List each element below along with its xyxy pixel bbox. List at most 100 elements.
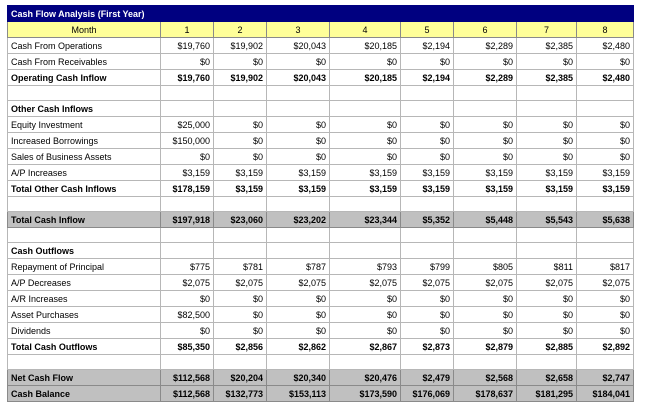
- value-cell[interactable]: $2,075: [213, 274, 267, 291]
- empty-cell[interactable]: [266, 100, 330, 117]
- row-label[interactable]: Sales of Business Assets: [7, 148, 161, 165]
- empty-cell[interactable]: [160, 227, 214, 243]
- value-cell[interactable]: $0: [266, 148, 330, 165]
- value-cell[interactable]: $2,075: [266, 274, 330, 291]
- row-label[interactable]: Asset Purchases: [7, 306, 161, 323]
- value-cell[interactable]: $0: [266, 132, 330, 149]
- value-cell[interactable]: $5,543: [516, 211, 577, 228]
- empty-cell[interactable]: [329, 100, 401, 117]
- value-cell[interactable]: $0: [400, 290, 454, 307]
- value-cell[interactable]: $0: [453, 306, 517, 323]
- value-cell[interactable]: $0: [453, 132, 517, 149]
- empty-cell[interactable]: [266, 196, 330, 212]
- empty-cell[interactable]: [576, 100, 634, 117]
- empty-cell[interactable]: [213, 85, 267, 101]
- value-cell[interactable]: $0: [329, 116, 401, 133]
- empty-cell[interactable]: [400, 227, 454, 243]
- empty-cell[interactable]: [516, 227, 577, 243]
- value-cell[interactable]: $132,773: [213, 385, 267, 402]
- value-cell[interactable]: $2,075: [160, 274, 214, 291]
- value-cell[interactable]: $0: [576, 132, 634, 149]
- value-cell[interactable]: $0: [266, 322, 330, 339]
- value-cell[interactable]: $2,862: [266, 338, 330, 355]
- empty-cell[interactable]: [400, 196, 454, 212]
- row-label[interactable]: Repayment of Principal: [7, 258, 161, 275]
- empty-cell[interactable]: [160, 100, 214, 117]
- value-cell[interactable]: $0: [329, 132, 401, 149]
- value-cell[interactable]: $2,075: [400, 274, 454, 291]
- value-cell[interactable]: $19,760: [160, 69, 214, 86]
- value-cell[interactable]: $85,350: [160, 338, 214, 355]
- section-label[interactable]: Other Cash Inflows: [7, 100, 161, 117]
- row-label[interactable]: Cash Balance: [7, 385, 161, 402]
- month-header-1[interactable]: 1: [160, 21, 214, 38]
- value-cell[interactable]: $787: [266, 258, 330, 275]
- empty-cell[interactable]: [516, 196, 577, 212]
- value-cell[interactable]: $112,568: [160, 369, 214, 386]
- empty-cell[interactable]: [576, 196, 634, 212]
- value-cell[interactable]: $0: [213, 116, 267, 133]
- empty-cell[interactable]: [329, 242, 401, 259]
- value-cell[interactable]: $150,000: [160, 132, 214, 149]
- value-cell[interactable]: $0: [516, 116, 577, 133]
- value-cell[interactable]: $3,159: [453, 180, 517, 197]
- value-cell[interactable]: $0: [516, 53, 577, 70]
- value-cell[interactable]: $0: [329, 306, 401, 323]
- row-label[interactable]: Cash From Receivables: [7, 53, 161, 70]
- value-cell[interactable]: $3,159: [516, 164, 577, 181]
- value-cell[interactable]: $0: [160, 290, 214, 307]
- value-cell[interactable]: $0: [453, 290, 517, 307]
- empty-cell[interactable]: [160, 242, 214, 259]
- value-cell[interactable]: $20,204: [213, 369, 267, 386]
- value-cell[interactable]: $2,480: [576, 37, 634, 54]
- row-label[interactable]: Total Cash Inflow: [7, 211, 161, 228]
- sheet-title[interactable]: Cash Flow Analysis (First Year): [7, 5, 634, 22]
- row-label[interactable]: Total Other Cash Inflows: [7, 180, 161, 197]
- value-cell[interactable]: $20,476: [329, 369, 401, 386]
- value-cell[interactable]: $793: [329, 258, 401, 275]
- month-header[interactable]: Month: [7, 21, 161, 38]
- empty-cell[interactable]: [400, 100, 454, 117]
- value-cell[interactable]: $2,885: [516, 338, 577, 355]
- empty-cell[interactable]: [329, 354, 401, 370]
- value-cell[interactable]: $0: [453, 53, 517, 70]
- value-cell[interactable]: $0: [400, 306, 454, 323]
- value-cell[interactable]: $0: [329, 53, 401, 70]
- value-cell[interactable]: $2,385: [516, 69, 577, 86]
- row-label[interactable]: A/P Increases: [7, 164, 161, 181]
- empty-cell[interactable]: [453, 242, 517, 259]
- empty-cell[interactable]: [160, 354, 214, 370]
- month-header-4[interactable]: 4: [329, 21, 401, 38]
- value-cell[interactable]: $2,658: [516, 369, 577, 386]
- empty-cell[interactable]: [7, 196, 161, 212]
- empty-cell[interactable]: [329, 227, 401, 243]
- empty-cell[interactable]: [7, 227, 161, 243]
- value-cell[interactable]: $0: [453, 148, 517, 165]
- value-cell[interactable]: $0: [576, 116, 634, 133]
- value-cell[interactable]: $0: [576, 148, 634, 165]
- value-cell[interactable]: $197,918: [160, 211, 214, 228]
- value-cell[interactable]: $0: [213, 306, 267, 323]
- value-cell[interactable]: $775: [160, 258, 214, 275]
- value-cell[interactable]: $181,295: [516, 385, 577, 402]
- value-cell[interactable]: $799: [400, 258, 454, 275]
- empty-cell[interactable]: [213, 100, 267, 117]
- value-cell[interactable]: $2,892: [576, 338, 634, 355]
- empty-cell[interactable]: [400, 242, 454, 259]
- row-label[interactable]: Total Cash Outflows: [7, 338, 161, 355]
- value-cell[interactable]: $2,075: [453, 274, 517, 291]
- empty-cell[interactable]: [576, 354, 634, 370]
- value-cell[interactable]: $0: [576, 53, 634, 70]
- value-cell[interactable]: $0: [400, 148, 454, 165]
- value-cell[interactable]: $0: [516, 148, 577, 165]
- value-cell[interactable]: $0: [516, 290, 577, 307]
- value-cell[interactable]: $23,202: [266, 211, 330, 228]
- value-cell[interactable]: $0: [266, 290, 330, 307]
- value-cell[interactable]: $0: [160, 53, 214, 70]
- value-cell[interactable]: $3,159: [266, 164, 330, 181]
- empty-cell[interactable]: [7, 85, 161, 101]
- value-cell[interactable]: $0: [329, 290, 401, 307]
- value-cell[interactable]: $0: [213, 132, 267, 149]
- row-label[interactable]: Dividends: [7, 322, 161, 339]
- value-cell[interactable]: $2,075: [516, 274, 577, 291]
